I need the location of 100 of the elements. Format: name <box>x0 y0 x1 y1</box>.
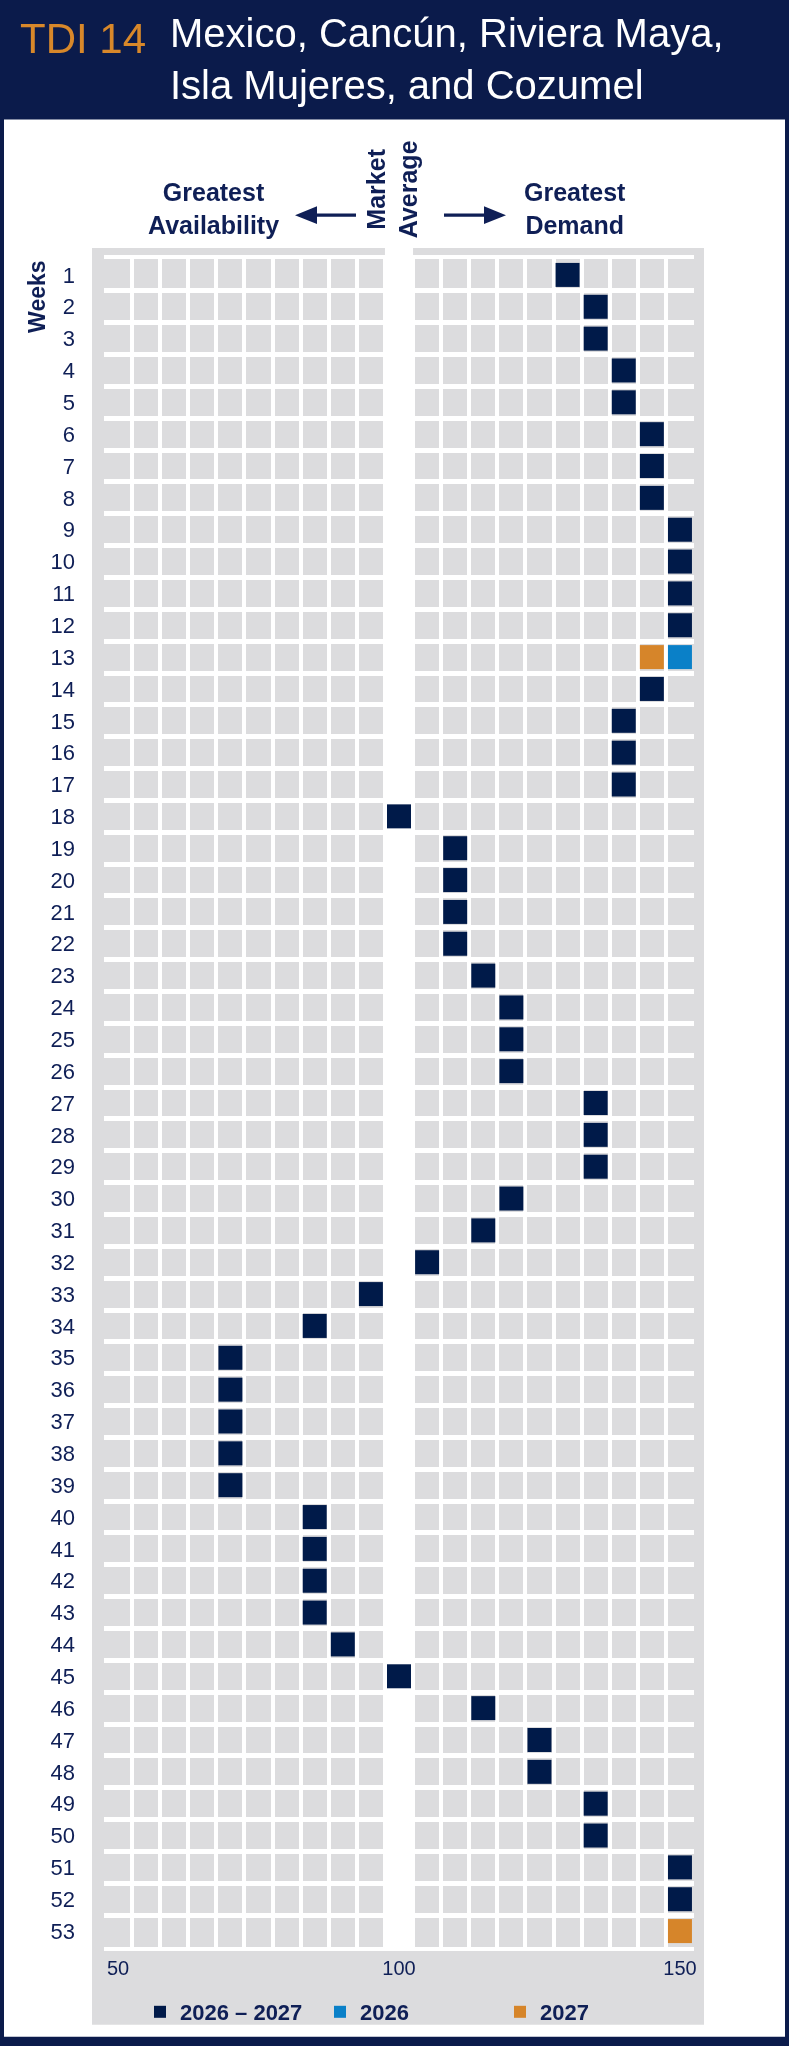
y-tick-label: 41 <box>50 1536 75 1562</box>
legend-label: 2026 <box>360 2000 409 2026</box>
y-tick-label: 39 <box>50 1472 75 1498</box>
chart-subtitle: Mexico, Cancún, Riviera Maya, Isla Mujeres, and Cozumel <box>170 11 724 107</box>
point <box>667 581 692 606</box>
point <box>499 1186 524 1211</box>
y-tick-label: 53 <box>50 1918 75 1944</box>
point <box>583 294 608 319</box>
point <box>639 676 664 701</box>
point <box>527 1759 552 1784</box>
point <box>499 1027 524 1052</box>
legend-label: 2026 – 2027 <box>180 2000 303 2026</box>
y-tick-label: 25 <box>50 1027 75 1052</box>
point <box>358 1282 383 1307</box>
y-tick-label: 5 <box>62 390 75 416</box>
point <box>611 772 636 797</box>
point <box>443 836 468 861</box>
y-tick-label: 4 <box>62 358 75 384</box>
y-tick-label: 18 <box>50 804 75 830</box>
point <box>667 1855 692 1880</box>
y-tick-label: 36 <box>50 1377 75 1403</box>
y-tick-label: 37 <box>50 1409 75 1435</box>
y-axis-title: Weeks <box>24 260 51 333</box>
point <box>387 804 411 829</box>
y-tick-label: 9 <box>62 517 75 543</box>
y-tick-label: 50 <box>50 1823 75 1849</box>
point <box>667 549 692 574</box>
y-tick-label: 17 <box>50 772 75 798</box>
point <box>218 1441 243 1466</box>
y-tick-label: 42 <box>50 1568 75 1594</box>
y-tick-label: 52 <box>50 1886 75 1912</box>
y-tick-label: 47 <box>50 1727 75 1753</box>
point <box>330 1632 355 1657</box>
point <box>218 1377 243 1402</box>
y-tick-label: 20 <box>50 867 75 893</box>
y-tick-label: 27 <box>50 1090 75 1116</box>
y-tick-label: 34 <box>50 1313 75 1339</box>
point <box>583 1122 608 1147</box>
point <box>415 1250 440 1275</box>
point <box>387 1664 411 1689</box>
y-tick-label: 49 <box>50 1791 75 1817</box>
point <box>302 1600 327 1625</box>
y-tick-label: 7 <box>62 453 75 479</box>
y-tick-label: 1 <box>62 262 75 288</box>
point <box>443 868 468 893</box>
point <box>302 1505 327 1530</box>
y-tick-label: 35 <box>50 1345 75 1371</box>
y-tick-label: 15 <box>50 708 75 734</box>
y-tick-label: 33 <box>50 1281 75 1307</box>
y-tick-label: 14 <box>50 676 75 702</box>
y-tick-label: 43 <box>50 1600 75 1626</box>
y-tick-label: 45 <box>50 1663 75 1689</box>
y-tick-label: 32 <box>50 1249 75 1275</box>
x-tick-label: 50 <box>106 1957 130 1979</box>
y-tick-label: 6 <box>62 421 75 447</box>
y-tick-label: 23 <box>50 963 75 989</box>
point <box>302 1536 327 1561</box>
y-tick-label: 13 <box>50 644 75 670</box>
point <box>583 1791 608 1816</box>
point <box>667 645 692 670</box>
y-tick-label: 22 <box>50 931 75 957</box>
y-tick-label: 12 <box>50 612 75 638</box>
point <box>639 454 664 479</box>
y-tick-label: 40 <box>50 1504 75 1530</box>
y-tick-label: 3 <box>62 326 75 352</box>
y-tick-label: 48 <box>50 1759 75 1785</box>
point <box>499 995 524 1020</box>
y-tick-label: 21 <box>50 899 75 925</box>
point <box>583 1091 608 1115</box>
point <box>302 1568 327 1593</box>
x-tick-label: 150 <box>663 1957 697 1979</box>
point <box>639 645 664 670</box>
y-tick-label: 10 <box>50 549 75 575</box>
point <box>667 517 692 542</box>
point <box>639 422 664 447</box>
point <box>667 613 692 638</box>
point <box>583 1154 608 1179</box>
point <box>471 963 496 988</box>
point <box>611 708 636 733</box>
y-tick-label: 46 <box>50 1695 75 1721</box>
point <box>611 390 636 415</box>
x-tick-label: 100 <box>382 1957 416 1979</box>
y-tick-label: 44 <box>50 1632 75 1658</box>
point <box>667 1887 692 1912</box>
y-tick-label: 26 <box>50 1058 75 1084</box>
point <box>443 931 468 956</box>
point <box>639 485 664 510</box>
point <box>499 1059 524 1084</box>
y-tick-label: 24 <box>50 995 75 1021</box>
point <box>583 1823 608 1848</box>
text: Greatest Demand <box>524 178 627 239</box>
point <box>471 1696 496 1721</box>
y-tick-label: 16 <box>50 740 75 766</box>
point <box>302 1313 327 1338</box>
y-tick-label: 8 <box>62 485 75 511</box>
point <box>218 1345 243 1370</box>
y-tick-label: 29 <box>50 1154 75 1180</box>
chart-title: TDI 14 <box>20 15 147 62</box>
y-tick-label: 30 <box>50 1186 75 1212</box>
y-tick-label: 19 <box>50 835 75 861</box>
